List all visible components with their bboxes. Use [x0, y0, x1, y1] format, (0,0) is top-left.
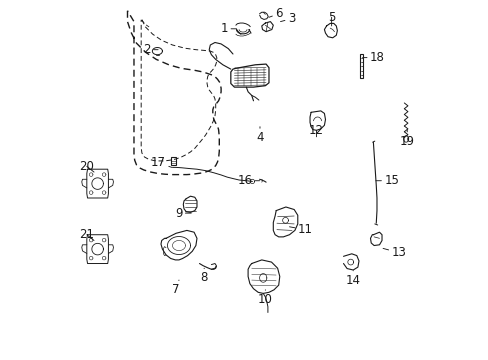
Text: 20: 20 [79, 160, 94, 173]
Text: 2: 2 [143, 43, 158, 56]
FancyBboxPatch shape [170, 157, 176, 165]
Text: 14: 14 [345, 271, 360, 287]
Text: 10: 10 [257, 290, 272, 306]
Text: 21: 21 [79, 228, 94, 241]
Text: 9: 9 [175, 207, 191, 220]
Text: 17: 17 [151, 156, 171, 169]
Text: 1: 1 [221, 22, 236, 35]
Text: 6: 6 [268, 7, 282, 20]
Text: 7: 7 [172, 280, 180, 296]
Text: 11: 11 [289, 223, 312, 236]
Text: 4: 4 [256, 127, 263, 144]
FancyBboxPatch shape [360, 54, 363, 78]
Text: 5: 5 [327, 11, 335, 26]
Text: 15: 15 [375, 174, 398, 187]
Text: 3: 3 [280, 12, 294, 25]
Text: 8: 8 [200, 268, 207, 284]
Text: 13: 13 [382, 246, 406, 259]
Text: 16: 16 [237, 174, 259, 187]
Text: 19: 19 [399, 130, 414, 148]
Text: 18: 18 [362, 51, 384, 64]
Text: 12: 12 [308, 124, 324, 137]
